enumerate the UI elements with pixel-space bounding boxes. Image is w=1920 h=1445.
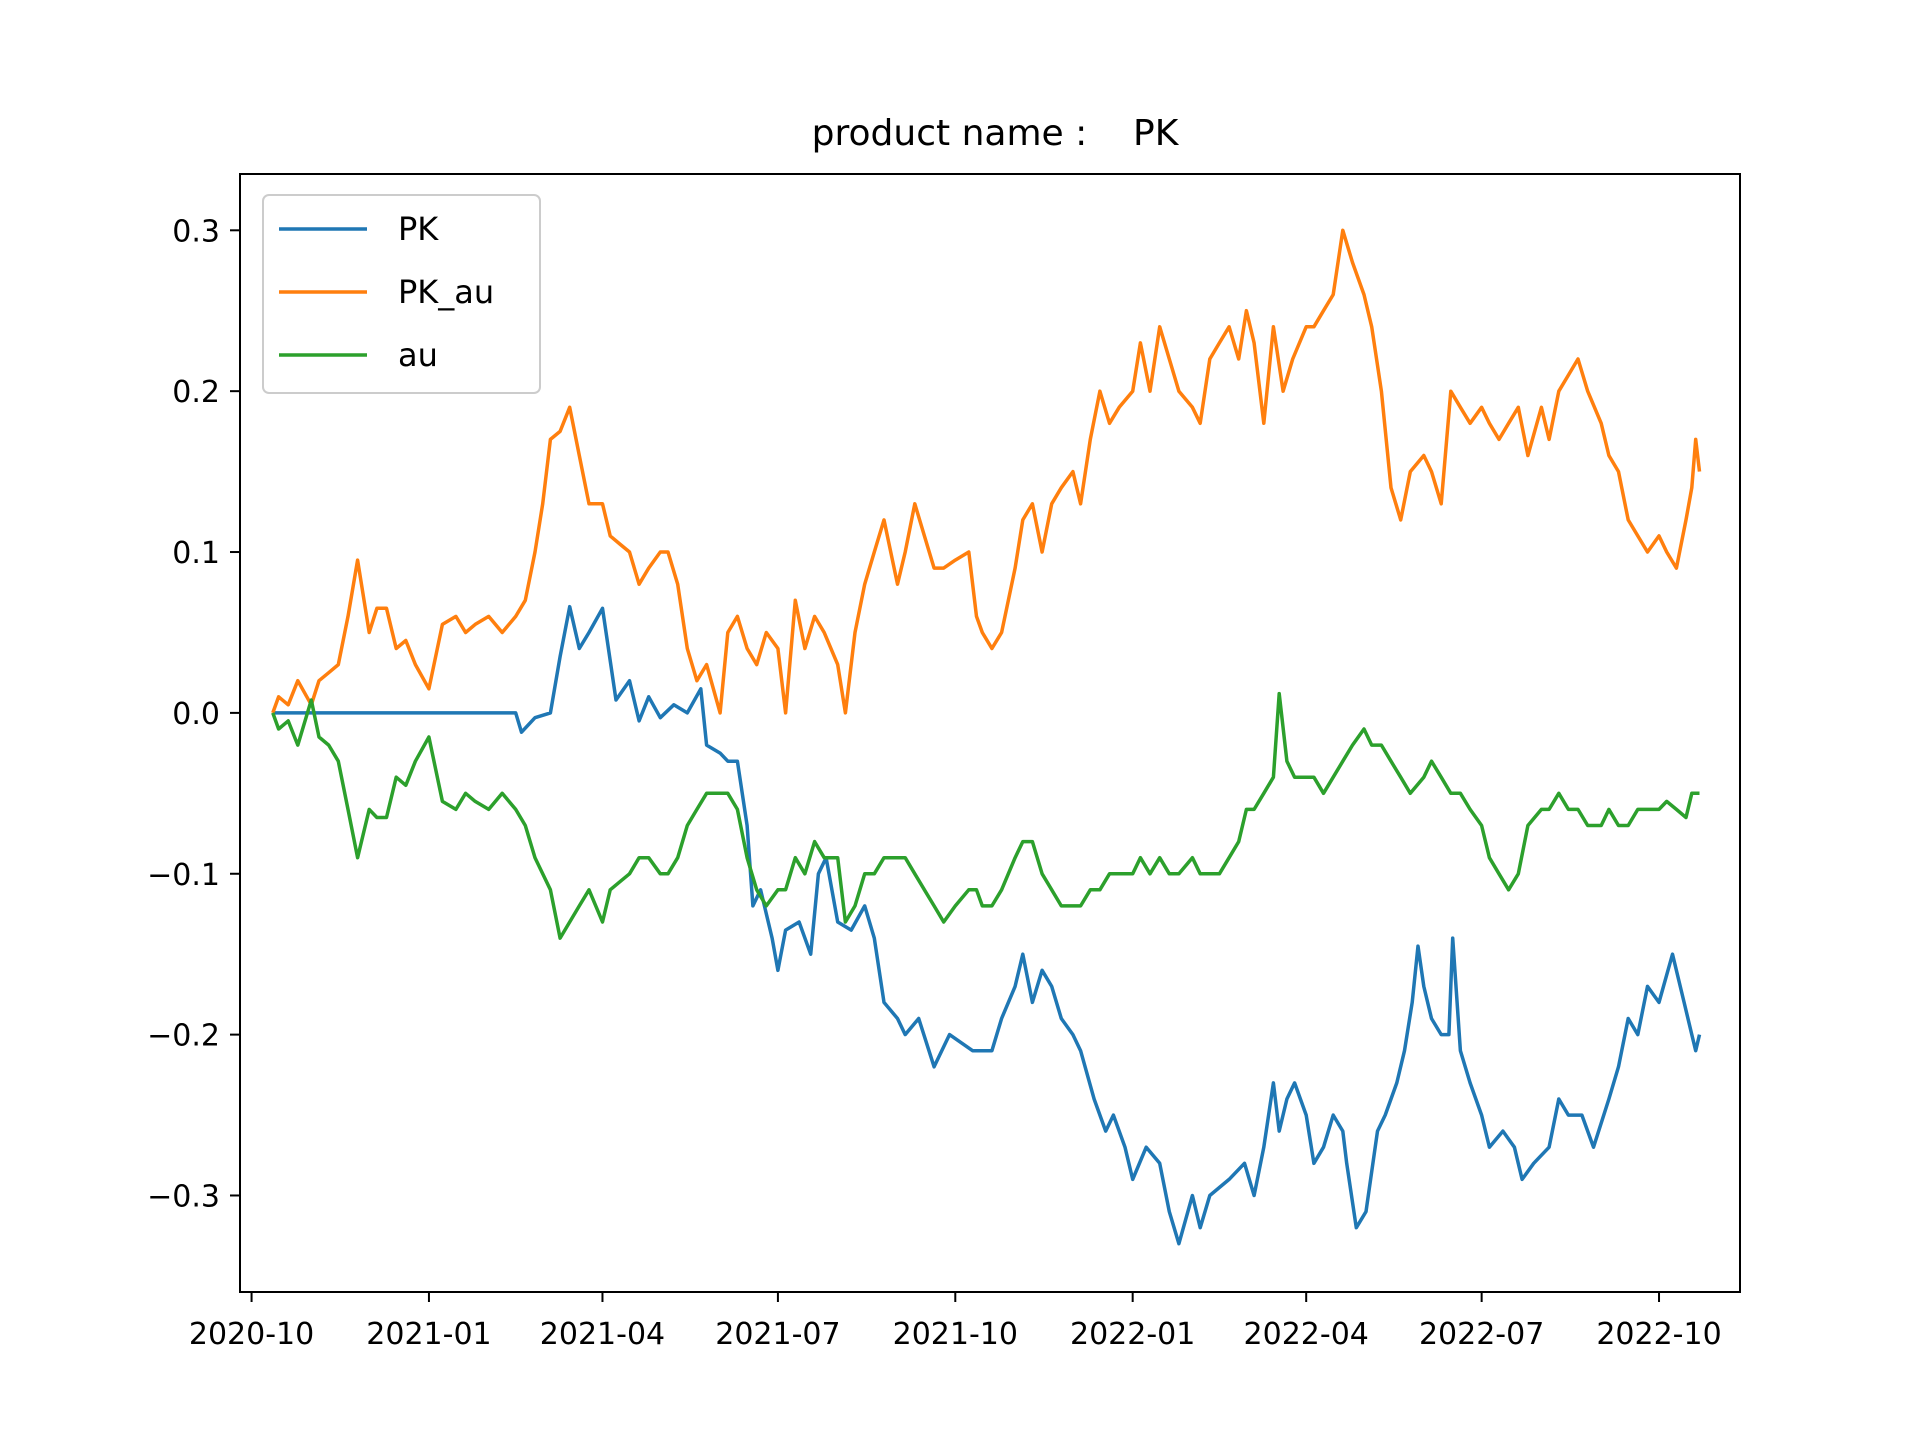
y-tick-label: −0.3 [147, 1179, 220, 1214]
x-axis: 2020-10 2021-01 2021-04 2021-07 2021-10 2022-… [189, 1292, 1722, 1352]
series-line-pk [272, 604, 1702, 1246]
y-tick-label: −0.2 [147, 1019, 220, 1054]
x-tick-label: 2021-04 [540, 1317, 665, 1352]
series-line-au [271, 691, 1700, 940]
x-tick-label: 2021-01 [366, 1317, 491, 1352]
x-tick-label: 2021-10 [893, 1317, 1018, 1352]
legend-label-pk: PK [398, 210, 439, 248]
x-tick-label: 2022-10 [1596, 1317, 1721, 1352]
chart-title: product name : PK [812, 113, 1180, 154]
series-line-pk-au [271, 228, 1702, 715]
x-tick-label: 2022-01 [1070, 1317, 1195, 1352]
legend-box [262, 194, 541, 394]
legend-label-au: au [398, 336, 438, 374]
x-tick-label: 2020-10 [189, 1317, 314, 1352]
axes-frame [239, 173, 1741, 1293]
y-tick-label: 0.0 [172, 697, 220, 732]
y-tick-label: 0.2 [172, 375, 220, 410]
y-tick-label: 0.1 [172, 536, 220, 571]
x-tick-label: 2022-04 [1244, 1317, 1369, 1352]
x-tick-label: 2022-07 [1419, 1317, 1544, 1352]
y-tick-label: −0.1 [147, 858, 220, 893]
y-axis: 0.3 0.2 0.1 0.0 −0.1 −0.2 −0.3 [147, 214, 240, 1214]
plot-area [271, 228, 1702, 1246]
y-tick-label: 0.3 [172, 214, 220, 249]
x-tick-label: 2021-07 [715, 1317, 840, 1352]
legend-label-pk-au: PK_au [398, 273, 494, 311]
